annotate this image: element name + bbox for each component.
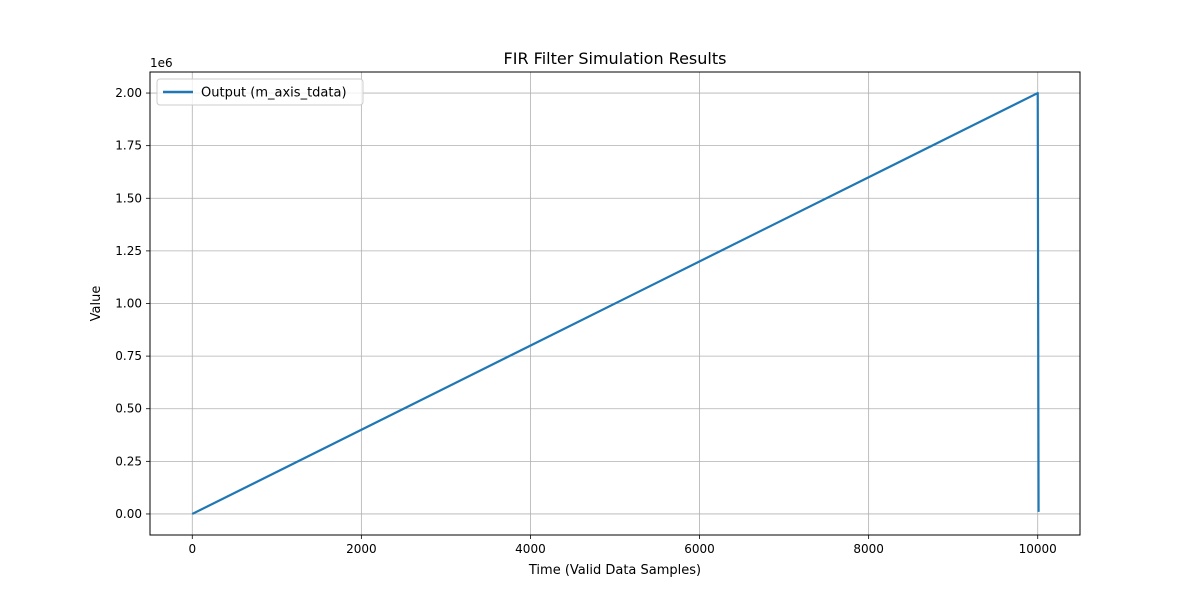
y-tick-label: 1.25 <box>115 244 142 258</box>
series-layer <box>191 91 1040 515</box>
y-tick-label: 2.00 <box>115 86 142 100</box>
x-axis-label: Time (Valid Data Samples) <box>528 563 701 578</box>
y-tick-label: 1.00 <box>115 297 142 311</box>
legend-entry-label: Output (m_axis_tdata) <box>201 86 347 101</box>
x-tick-label: 2000 <box>346 542 377 556</box>
y-axis: 0.00 0.25 0.50 0.75 1.00 1.25 1.50 1.75 2.00 <box>115 86 150 521</box>
x-tick-label: 8000 <box>853 542 884 556</box>
chart-title: FIR Filter Simulation Results <box>504 49 727 68</box>
x-tick-label: 6000 <box>684 542 715 556</box>
series-line <box>191 91 1040 515</box>
y-tick-label: 0.25 <box>115 454 142 468</box>
y-tick-label: 0.50 <box>115 402 142 416</box>
y-tick-label: 1.75 <box>115 139 142 153</box>
legend-box <box>156 78 364 106</box>
x-tick-label: 10000 <box>1019 542 1057 556</box>
x-tick-label: 0 <box>188 542 196 556</box>
y-tick-label: 0.00 <box>115 507 142 521</box>
y-tick-label: 1.50 <box>115 191 142 205</box>
x-tick-label: 4000 <box>515 542 546 556</box>
x-axis: 0 2000 4000 6000 8000 10000 <box>188 535 1057 556</box>
legend: Output (m_axis_tdata) <box>156 78 364 106</box>
y-axis-label: Value <box>89 286 104 322</box>
y-axis-offset-label: 1e6 <box>150 56 173 70</box>
y-tick-label: 0.75 <box>115 349 142 363</box>
